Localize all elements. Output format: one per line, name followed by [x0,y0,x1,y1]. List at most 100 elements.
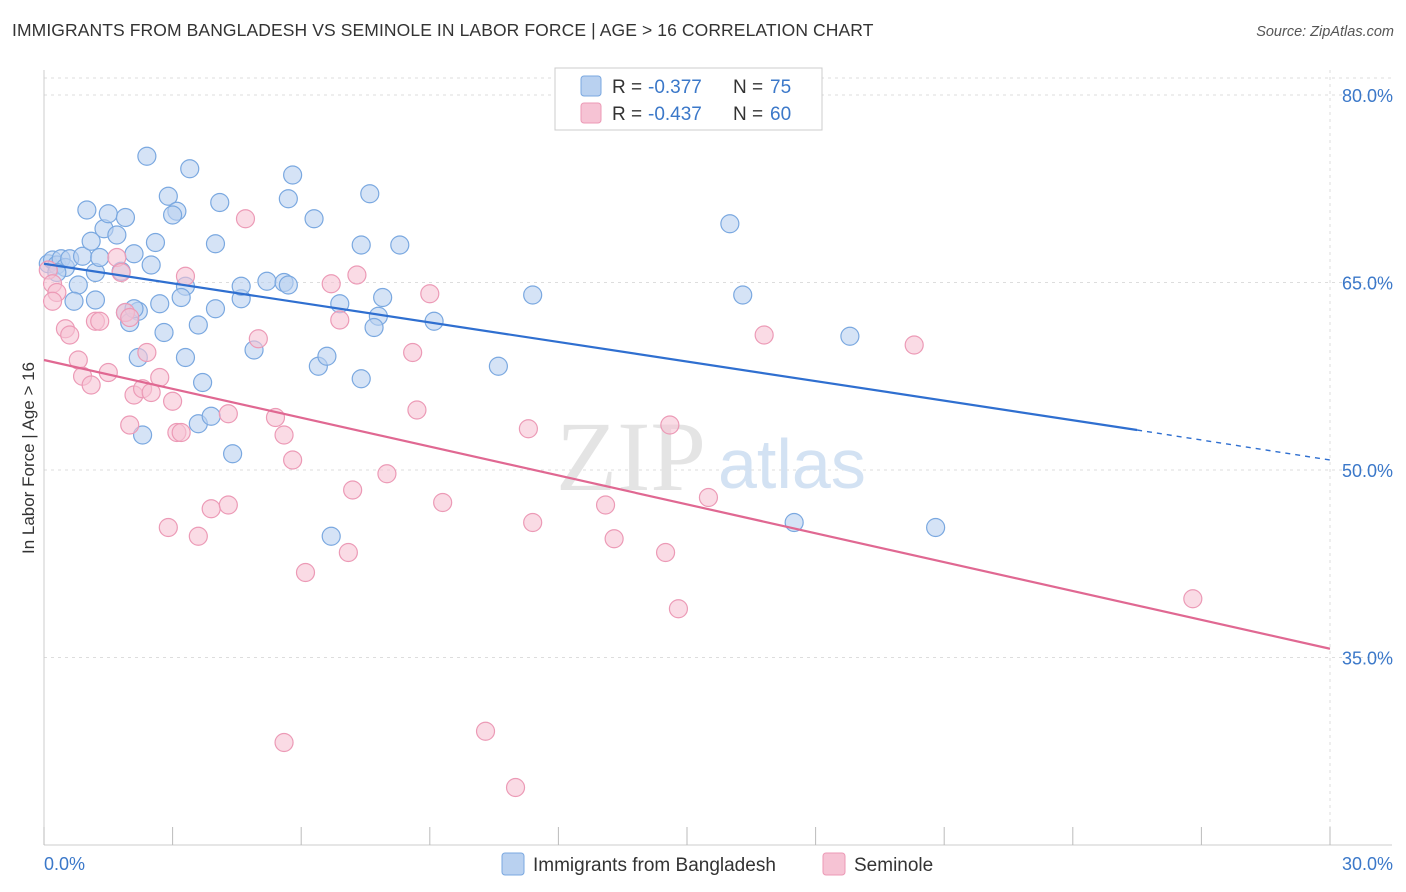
data-point-bangladesh [373,287,393,308]
legend-label-bangladesh: Immigrants from Bangladesh [533,855,776,876]
y-tick-labels: 35.0% 50.0% 65.0% 80.0% [1342,86,1393,669]
data-point-bangladesh [132,425,153,445]
data-point-seminole [42,291,63,311]
data-point-bangladesh [201,406,221,426]
data-point-bangladesh [840,326,860,346]
data-point-seminole [137,342,157,363]
data-point-bangladesh [154,322,174,343]
trend-line-bangladesh [43,262,1138,432]
data-point-seminole [175,266,196,286]
stats-swatch-pink [580,102,602,124]
data-point-bangladesh [81,231,101,251]
data-point-seminole [248,329,268,349]
data-point-bangladesh [488,356,508,376]
data-point-seminole [218,495,238,515]
data-point-seminole [158,517,178,538]
data-point-seminole [343,480,363,500]
data-point-bangladesh [158,186,178,206]
y-axis-title: In Labor Force | Age > 16 [19,362,38,554]
data-point-seminole [201,499,221,519]
y-tick-label: 35.0% [1342,649,1393,669]
data-point-seminole [111,262,131,283]
data-point-bangladesh [390,235,410,255]
data-point-bangladesh [85,290,106,310]
data-point-seminole [698,487,719,508]
stats-n-value-pink: 60 [770,104,791,125]
data-point-seminole [120,415,140,435]
data-point-bangladesh [304,209,324,229]
stats-r-value-pink: -0.437 [648,104,702,125]
data-point-seminole [668,599,689,619]
data-point-seminole [475,721,496,741]
data-point-seminole [218,404,238,424]
data-point-bangladesh [278,275,298,295]
data-point-bangladesh [180,159,200,179]
legend-swatch-seminole [822,852,846,876]
data-point-bangladesh [64,291,84,311]
data-point-seminole [347,265,367,285]
y-tick-label: 50.0% [1342,461,1393,481]
data-point-bangladesh [321,526,341,546]
data-point-bangladesh [77,200,97,220]
data-point-bangladesh [115,207,136,228]
data-point-bangladesh [141,255,161,275]
data-point-seminole [274,425,294,445]
data-point-seminole [523,512,543,533]
data-point-bangladesh [733,285,753,305]
data-point-seminole [283,450,303,470]
stats-swatch-blue [580,75,602,97]
data-point-bangladesh [223,444,243,464]
data-point-seminole [90,311,110,331]
data-point-seminole [377,464,397,484]
data-point-bangladesh [98,204,118,224]
legend-swatch-bangladesh [501,852,525,876]
data-point-bangladesh [145,232,166,253]
legend: Immigrants from Bangladesh Seminole [501,852,933,876]
trend-line-extension-bangladesh [1136,429,1331,461]
data-point-seminole [338,542,358,563]
data-point-seminole [655,542,676,563]
data-point-seminole [505,777,526,798]
watermark-atlas: atlas [718,425,866,503]
data-point-bangladesh [364,317,384,338]
data-point-bangladesh [171,287,191,308]
data-point-bangladesh [926,517,946,538]
data-point-seminole [595,495,616,515]
data-point-seminole [171,422,191,443]
data-point-bangladesh [205,234,226,254]
data-point-seminole [660,415,680,435]
data-point-bangladesh [205,299,226,319]
data-point-seminole [321,274,341,294]
data-point-bangladesh [283,165,303,185]
data-point-bangladesh [107,225,127,245]
data-point-bangladesh [90,247,110,268]
data-point-bangladesh [188,315,208,335]
data-point-seminole [518,419,538,439]
data-point-seminole [81,375,101,395]
data-point-bangladesh [68,275,88,295]
data-point-bangladesh [137,146,157,166]
data-point-bangladesh [360,184,380,204]
data-point-seminole [295,562,316,583]
axes [43,70,1392,846]
data-point-seminole [163,391,183,411]
y-tick-label: 80.0% [1342,86,1393,106]
data-point-bangladesh [163,205,183,225]
y-tick-label: 65.0% [1342,274,1393,294]
x-tick-labels: 0.0% 30.0% [44,854,1393,874]
data-point-seminole [403,342,423,363]
stats-r-label-pink: R = [612,104,642,125]
data-point-seminole [188,526,208,546]
stats-r-value-blue: -0.377 [648,77,702,98]
data-point-bangladesh [150,294,170,314]
data-point-bangladesh [193,372,213,393]
data-point-bangladesh [351,369,371,389]
data-point-seminole [433,492,453,513]
data-point-bangladesh [231,276,251,296]
data-point-bangladesh [257,271,277,291]
data-point-seminole [120,307,140,328]
data-point-seminole [330,310,350,330]
stats-n-label-blue: N = [733,77,763,98]
watermark: ZIP atlas [556,401,866,512]
data-point-seminole [235,209,256,229]
